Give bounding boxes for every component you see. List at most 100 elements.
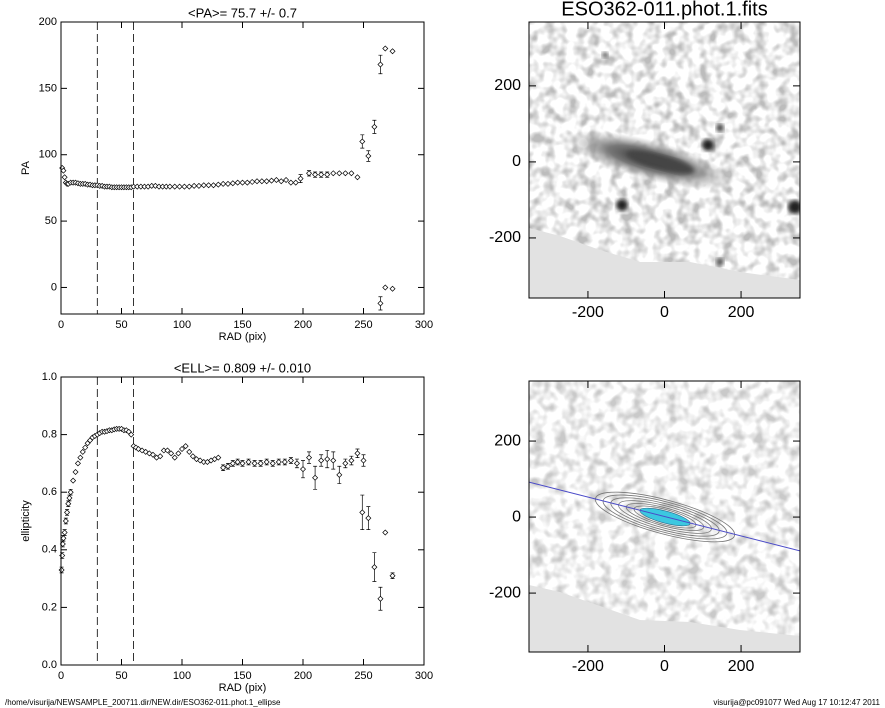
data-point bbox=[245, 458, 252, 465]
x-tick-label: 150 bbox=[233, 319, 251, 331]
data-point bbox=[234, 179, 241, 186]
data-point bbox=[149, 451, 156, 458]
data-point bbox=[244, 179, 251, 186]
y-tick-label: 0 bbox=[512, 153, 521, 170]
data-point bbox=[254, 178, 261, 185]
plot-frame bbox=[528, 380, 801, 653]
data-point bbox=[239, 179, 246, 186]
y-tick-label: 200 bbox=[494, 432, 521, 449]
x-tick-label: 200 bbox=[294, 670, 312, 682]
data-point bbox=[330, 170, 337, 177]
data-point bbox=[348, 170, 355, 177]
data-point bbox=[359, 138, 366, 145]
data-point bbox=[263, 178, 270, 185]
x-tick-label: 50 bbox=[115, 670, 127, 682]
x-tick-label: 50 bbox=[115, 319, 127, 331]
x-tick-label: -200 bbox=[572, 304, 604, 321]
data-point bbox=[360, 457, 367, 464]
data-point bbox=[382, 284, 389, 291]
data-point bbox=[200, 182, 207, 189]
data-point bbox=[205, 182, 212, 189]
footer-stamp: visurija@pc091077 Wed Aug 17 10:12:47 20… bbox=[713, 698, 880, 707]
data-point bbox=[348, 457, 355, 464]
y-tick-label: 0.4 bbox=[42, 544, 57, 556]
y-tick-label: 0.8 bbox=[42, 429, 57, 441]
data-point bbox=[371, 564, 378, 571]
data-point bbox=[239, 460, 246, 467]
data-point bbox=[324, 171, 331, 178]
data-point bbox=[377, 300, 384, 307]
galaxy-image bbox=[529, 22, 800, 298]
data-point bbox=[389, 285, 396, 292]
data-point bbox=[377, 61, 384, 68]
x-tick-label: 300 bbox=[415, 319, 433, 331]
data-point bbox=[176, 183, 183, 190]
data-point bbox=[342, 460, 349, 467]
data-point bbox=[287, 179, 294, 186]
data-point bbox=[251, 460, 258, 467]
data-point bbox=[365, 153, 372, 160]
y-tick-label: -200 bbox=[489, 584, 521, 601]
data-point bbox=[269, 460, 276, 467]
data-point bbox=[65, 500, 72, 507]
plot-frame bbox=[528, 21, 801, 299]
data-point bbox=[263, 458, 270, 465]
data-point bbox=[234, 458, 241, 465]
data-point bbox=[283, 176, 290, 183]
x-tick-label: 200 bbox=[728, 658, 755, 675]
y-tick-label: 200 bbox=[494, 77, 521, 94]
data-point bbox=[79, 448, 86, 455]
data-point bbox=[171, 183, 178, 190]
data-point bbox=[64, 509, 71, 516]
y-tick-label: -200 bbox=[489, 229, 521, 246]
data-point bbox=[297, 175, 304, 182]
data-point bbox=[82, 444, 89, 451]
data-point bbox=[66, 494, 73, 501]
x-tick-label: 200 bbox=[728, 304, 755, 321]
data-point bbox=[164, 447, 171, 454]
x-tick-label: 250 bbox=[354, 670, 372, 682]
chart-title: <PA>= 75.7 +/- 0.7 bbox=[188, 5, 297, 20]
data-point bbox=[306, 170, 313, 177]
data-point bbox=[171, 454, 178, 461]
data-point bbox=[191, 182, 198, 189]
data-point bbox=[382, 45, 389, 52]
data-point bbox=[186, 183, 193, 190]
plot-frame bbox=[60, 376, 425, 666]
footer-path: /home/visurija/NEWSAMPLE_200711.dir/NEW.… bbox=[5, 698, 281, 707]
x-axis-label: RAD (pix) bbox=[219, 331, 267, 343]
x-axis-label: RAD (pix) bbox=[219, 682, 267, 694]
data-point bbox=[336, 471, 343, 478]
data-point bbox=[166, 183, 173, 190]
data-point bbox=[273, 176, 280, 183]
x-tick-label: 100 bbox=[173, 670, 191, 682]
data-point bbox=[365, 515, 372, 522]
data-point bbox=[229, 180, 236, 187]
data-point bbox=[128, 431, 135, 438]
data-point bbox=[181, 183, 188, 190]
data-point bbox=[62, 518, 69, 524]
data-point bbox=[220, 464, 227, 471]
data-point bbox=[312, 474, 319, 481]
data-point bbox=[257, 460, 264, 467]
x-tick-label: -200 bbox=[572, 658, 604, 675]
data-point bbox=[195, 182, 202, 189]
data-point bbox=[77, 454, 84, 461]
data-point bbox=[215, 454, 222, 461]
major-axis-line bbox=[529, 481, 800, 552]
data-point bbox=[292, 179, 299, 186]
x-tick-label: 0 bbox=[660, 304, 669, 321]
data-point bbox=[306, 454, 313, 461]
x-tick-label: 150 bbox=[233, 670, 251, 682]
data-point bbox=[249, 178, 256, 185]
data-point bbox=[220, 180, 227, 187]
data-point bbox=[318, 457, 325, 464]
data-point bbox=[168, 450, 175, 457]
data-point bbox=[371, 123, 378, 130]
x-tick-label: 0 bbox=[660, 658, 669, 675]
data-point bbox=[210, 182, 217, 189]
y-axis-label: PA bbox=[20, 160, 32, 175]
data-point bbox=[389, 48, 396, 55]
data-point bbox=[72, 469, 79, 476]
